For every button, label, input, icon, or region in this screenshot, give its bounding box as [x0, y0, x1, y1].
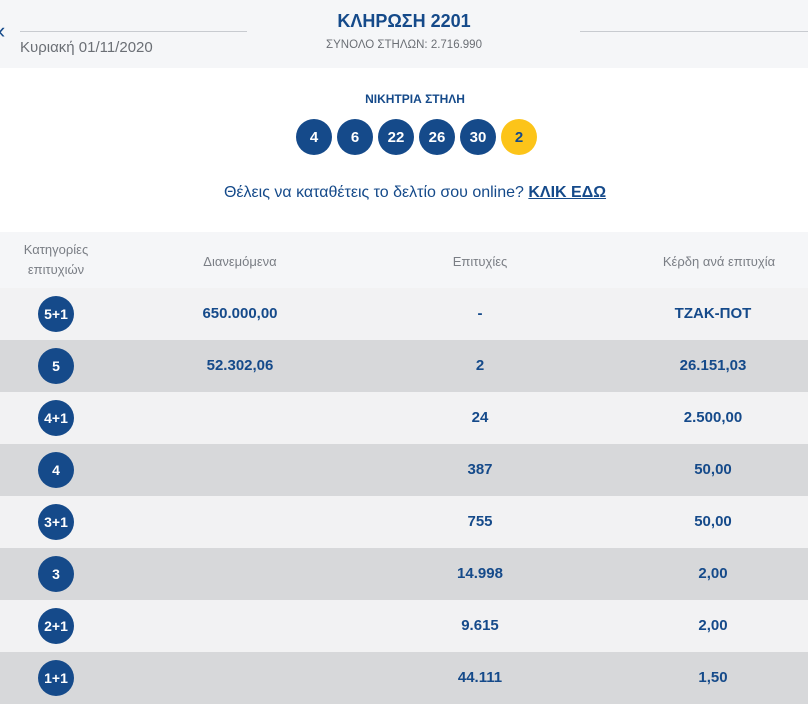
wins-value: 387	[467, 461, 493, 478]
number-ball: 6	[337, 119, 373, 155]
table-row: 1+1 44.111 1,50	[0, 652, 808, 704]
cta-text: Θέλεις να καταθέτεις το δελτίο σου onlin…	[223, 184, 529, 201]
table-header: Κατηγορίες επιτυχιών Διανεμόμενα Επιτυχί…	[0, 232, 808, 288]
wins-value: -	[477, 305, 483, 322]
draw-title: ΚΛΗΡΩΣΗ 2201	[337, 11, 471, 31]
table-row: 2+1 9.615 2,00	[0, 600, 808, 652]
number-ball: 30	[460, 119, 496, 155]
online-cta: Θέλεις να καταθέτεις το δελτίο σου onlin…	[0, 184, 808, 202]
category-badge: 4+1	[38, 400, 74, 436]
category-badge: 3+1	[38, 504, 74, 540]
table-row: 4+1 24 2.500,00	[0, 392, 808, 444]
category-badge: 5	[38, 348, 74, 384]
wins-value: 14.998	[457, 565, 503, 582]
number-ball: 22	[378, 119, 414, 155]
wins-value: 24	[471, 409, 489, 426]
header-prize: Κέρδη ανά επιτυχία	[662, 254, 776, 269]
prize-value: 2.500,00	[683, 409, 743, 426]
prize-value: 26.151,03	[679, 357, 747, 374]
category-badge: 2+1	[38, 608, 74, 644]
table-row: 4 387 50,00	[0, 444, 808, 496]
winning-label: ΝΙΚΗΤΡΙΑ ΣΤΗΛΗ	[365, 92, 465, 106]
wins-value: 2	[475, 357, 485, 374]
number-ball: 26	[419, 119, 455, 155]
table-row: 3+1 755 50,00	[0, 496, 808, 548]
distributed-value: 650.000,00	[202, 305, 278, 322]
click-here-link[interactable]: ΚΛΙΚ ΕΔΩ	[528, 184, 607, 201]
prize-value: ΤΖΑΚ-ΠΟΤ	[674, 305, 752, 322]
header-categories: Κατηγορίες επιτυχιών	[23, 242, 89, 277]
number-ball: 4	[296, 119, 332, 155]
wins-value: 44.111	[457, 669, 503, 686]
prize-value: 2,00	[698, 617, 728, 634]
joker-ball: 2	[501, 119, 537, 155]
table-row: 5+1 650.000,00 - ΤΖΑΚ-ΠΟΤ	[0, 288, 808, 340]
divider	[20, 31, 247, 32]
distributed-value: 52.302,06	[206, 357, 274, 374]
category-badge: 4	[38, 452, 74, 488]
prize-value: 50,00	[694, 461, 732, 478]
draw-date: Κυριακή 01/11/2020	[20, 39, 153, 56]
header-distributed: Διανεμόμενα	[203, 254, 277, 269]
chevron-left-icon[interactable]: ‹	[0, 18, 5, 44]
prize-value: 50,00	[694, 513, 732, 530]
draw-header: ‹ Κυριακή 01/11/2020 ΚΛΗΡΩΣΗ 2201 ΣΥΝΟΛΟ…	[0, 0, 808, 68]
winning-numbers: 4 6 22 26 30 2	[296, 119, 537, 155]
wins-value: 755	[467, 513, 493, 530]
table-row: 5 52.302,06 2 26.151,03	[0, 340, 808, 392]
total-columns: ΣΥΝΟΛΟ ΣΤΗΛΩΝ: 2.716.990	[326, 39, 482, 51]
category-badge: 1+1	[38, 660, 74, 696]
table-row: 3 14.998 2,00	[0, 548, 808, 600]
prize-value: 1,50	[698, 669, 728, 686]
header-wins: Επιτυχίες	[452, 254, 508, 269]
wins-value: 9.615	[461, 617, 499, 634]
category-badge: 5+1	[38, 296, 74, 332]
divider	[580, 31, 808, 32]
category-badge: 3	[38, 556, 74, 592]
prize-value: 2,00	[698, 565, 728, 582]
